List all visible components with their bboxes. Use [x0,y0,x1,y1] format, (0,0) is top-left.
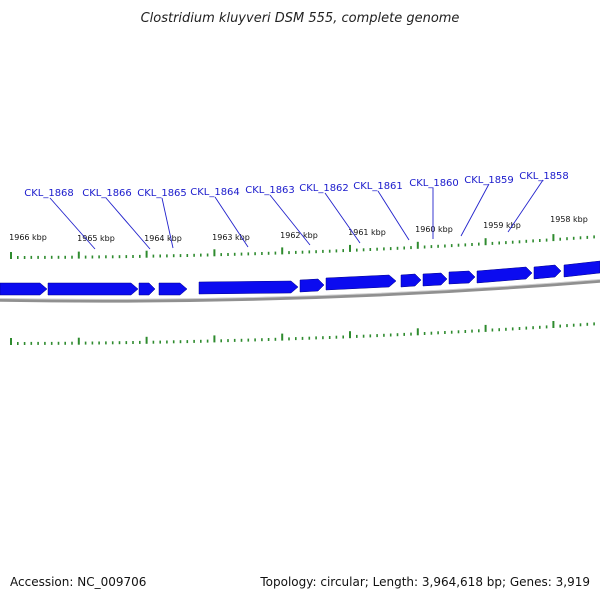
lower-tick-track [10,321,595,345]
callout-line [324,192,361,244]
callout-line [507,179,544,233]
gene-label-ckl-1865[interactable]: CKL_1865 [137,188,187,199]
kbp-label: 1966 kbp [9,233,47,242]
gene-callout-lines [49,179,544,250]
gene-label-ckl-1868[interactable]: CKL_1868 [24,188,74,199]
kbp-label: 1960 kbp [415,225,453,234]
gene-arrow[interactable] [158,282,188,296]
gene-label-ckl-1861[interactable]: CKL_1861 [353,181,403,192]
genome-backbone [0,279,600,303]
kbp-label: 1958 kbp [550,215,588,224]
callout-line [269,194,311,246]
genome-summary-text: Topology: circular; Length: 3,964,618 bp… [259,575,590,589]
gene-arrow[interactable] [563,260,600,278]
gene-arrow[interactable] [198,280,299,295]
map-title: Clostridium kluyveri DSM 555, complete g… [141,11,460,26]
gene-arrow[interactable] [400,273,422,288]
kbp-label: 1964 kbp [144,234,182,243]
upper-tick-track [10,234,595,259]
kbp-label: 1961 kbp [348,228,386,237]
gene-label-ckl-1863[interactable]: CKL_1863 [245,185,295,196]
callout-line [214,196,249,248]
gene-arrow[interactable] [476,266,533,284]
gene-label-ckl-1859[interactable]: CKL_1859 [464,175,514,186]
gene-label-ckl-1862[interactable]: CKL_1862 [299,183,349,194]
accession-text: Accession: NC_009706 [10,575,146,589]
callout-line [377,190,410,241]
gene-arrow[interactable] [47,282,139,296]
kbp-label: 1963 kbp [212,233,250,242]
gene-label-ckl-1860[interactable]: CKL_1860 [409,178,459,189]
callout-line [161,197,174,249]
kbp-label: 1962 kbp [280,231,318,240]
kbp-scale-labels: 1966 kbp 1965 kbp 1964 kbp 1963 kbp 1962… [9,215,588,243]
genome-backbone-highlight [0,279,600,300]
gene-arrow[interactable] [448,270,476,285]
gene-label-ckl-1864[interactable]: CKL_1864 [190,187,240,198]
callout-line [49,197,96,250]
gene-arrow[interactable] [138,282,156,296]
forward-strand-genes [0,260,600,296]
gene-arrow[interactable] [533,264,562,280]
gene-labels: CKL_1868 CKL_1866 CKL_1865 CKL_1864 CKL_… [24,171,569,199]
gene-arrow[interactable] [325,274,397,291]
callout-line [105,197,151,250]
gene-arrow[interactable] [422,272,448,287]
kbp-label: 1959 kbp [483,221,521,230]
gene-arrow[interactable] [299,278,325,293]
gene-arrow[interactable] [0,282,48,296]
kbp-label: 1965 kbp [77,234,115,243]
gene-label-ckl-1858[interactable]: CKL_1858 [519,171,569,182]
callout-line [460,183,490,237]
gene-label-ckl-1866[interactable]: CKL_1866 [82,188,132,199]
